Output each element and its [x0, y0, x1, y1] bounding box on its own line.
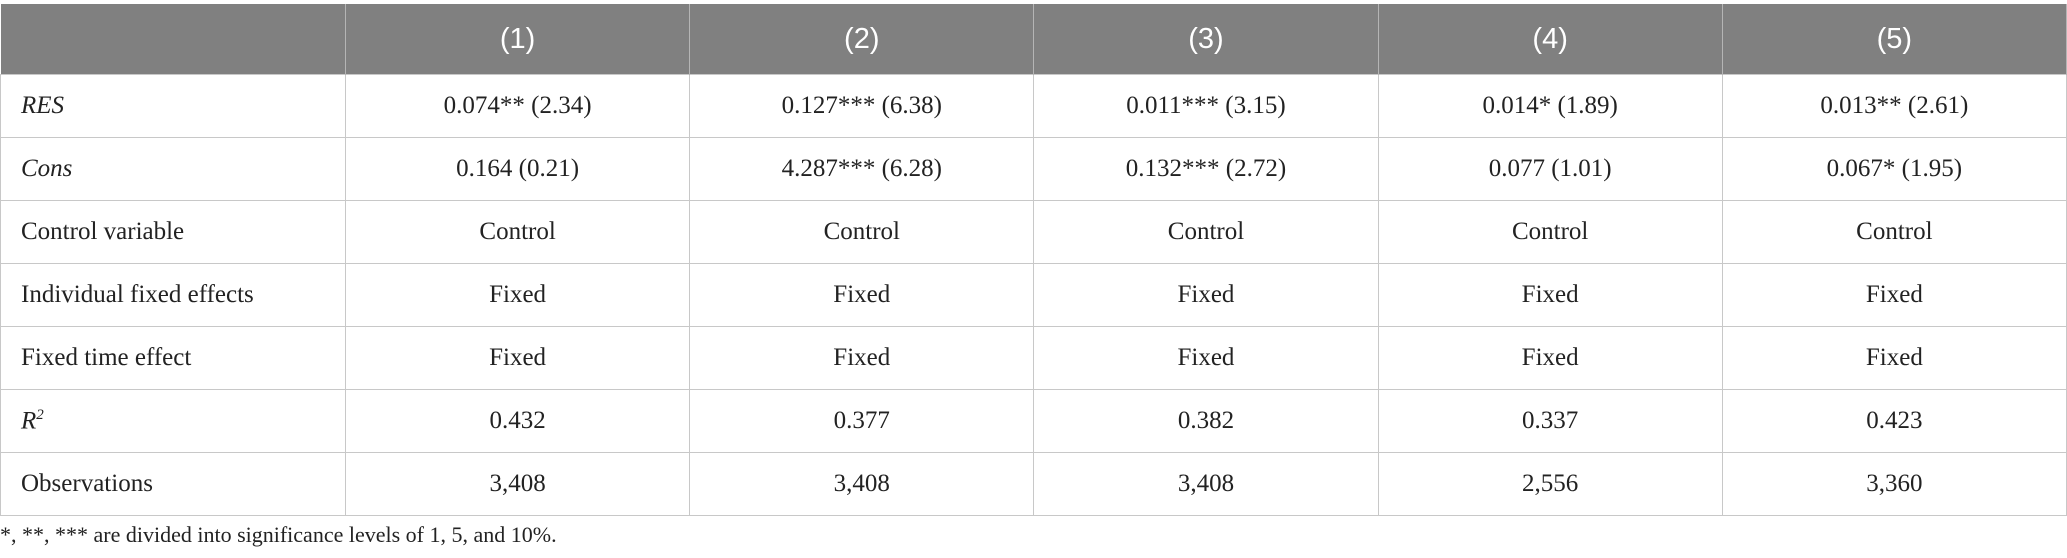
table-cell: Fixed [1033, 263, 1379, 327]
table-cell: Control [1377, 200, 1723, 264]
row-label-text: Individual fixed effects [21, 281, 254, 308]
header-cell: (3) [1033, 4, 1379, 75]
table-cell: 0.337 [1377, 389, 1723, 453]
table-cell: Control [1033, 200, 1379, 264]
row-label: Cons [0, 137, 346, 201]
table-cell: Fixed [344, 263, 691, 327]
table-cell: Control [344, 200, 691, 264]
row-label-text: R [21, 407, 37, 435]
table-row: RES 0.074** (2.34) 0.127*** (6.38) 0.011***… [0, 74, 2067, 138]
row-label-text: Control variable [21, 218, 185, 245]
table-cell: 3,408 [344, 452, 691, 516]
row-label: Fixed time effect [0, 326, 346, 390]
row-label: Control variable [0, 200, 346, 264]
table-cell: 0.382 [1033, 389, 1379, 453]
table-cell: 3,360 [1721, 452, 2067, 516]
row-label: Individual fixed effects [0, 263, 346, 327]
table-row: Control variable Control Control Control Con… [0, 200, 2067, 264]
header-cell: (5) [1722, 4, 2067, 75]
table-cell: 0.067* (1.95) [1721, 137, 2067, 201]
table-cell: 4.287*** (6.28) [689, 137, 1035, 201]
table-cell: 0.377 [689, 389, 1035, 453]
table-row: Individual fixed effects Fixed Fixed Fixed F… [0, 263, 2067, 327]
header-cell [0, 4, 346, 75]
table-cell: 0.077 (1.01) [1377, 137, 1723, 201]
table-cell: Fixed [344, 326, 691, 390]
header-row: (1) (2) (3) (4) (5) [0, 4, 2067, 75]
header-cell: (4) [1378, 4, 1723, 75]
table-cell: Fixed [1377, 263, 1723, 327]
table-row: Cons 0.164 (0.21) 4.287*** (6.28) 0.132*** … [0, 137, 2067, 201]
row-label-text: RES [21, 92, 65, 119]
table-cell: 3,408 [689, 452, 1035, 516]
table-row: Fixed time effect Fixed Fixed Fixed Fixed Fix… [0, 326, 2067, 390]
table-cell: 0.423 [1721, 389, 2067, 453]
row-label: RES [0, 74, 346, 138]
table-cell: 0.432 [344, 389, 691, 453]
results-table: (1) (2) (3) (4) (5) RES 0.074** (2.34) 0.127**… [0, 4, 2067, 516]
table-cell: 2,556 [1377, 452, 1723, 516]
table-cell: Control [1721, 200, 2067, 264]
table-cell: 0.127*** (6.38) [689, 74, 1035, 138]
table-cell: 0.132*** (2.72) [1033, 137, 1379, 201]
footnote: *, **, *** are divided into significance… [0, 522, 557, 547]
row-label-text: Fixed time effect [21, 344, 192, 371]
table-cell: Fixed [1033, 326, 1379, 390]
table-cell: Fixed [689, 263, 1035, 327]
table-cell: 0.074** (2.34) [344, 74, 691, 138]
row-label: Observations [0, 452, 346, 516]
table-cell: Fixed [689, 326, 1035, 390]
table-cell: 0.011*** (3.15) [1033, 74, 1379, 138]
table-cell: Fixed [1721, 263, 2067, 327]
table-cell: 0.014* (1.89) [1377, 74, 1723, 138]
table-cell: Fixed [1721, 326, 2067, 390]
header-cell: (2) [689, 4, 1035, 75]
row-label: R2 [0, 389, 346, 453]
table-cell: Control [689, 200, 1035, 264]
row-label-text: Observations [21, 470, 153, 497]
row-label-text: Cons [21, 155, 73, 182]
table-row: R2 0.432 0.377 0.382 0.337 0.423 [0, 389, 2067, 453]
table-cell: Fixed [1377, 326, 1723, 390]
table-row: Observations 3,408 3,408 3,408 2,556 3,360 [0, 452, 2067, 516]
table-cell: 0.013** (2.61) [1721, 74, 2067, 138]
header-cell: (1) [345, 4, 691, 75]
table-cell: 0.164 (0.21) [344, 137, 691, 201]
table-cell: 3,408 [1033, 452, 1379, 516]
superscript: 2 [36, 406, 44, 423]
